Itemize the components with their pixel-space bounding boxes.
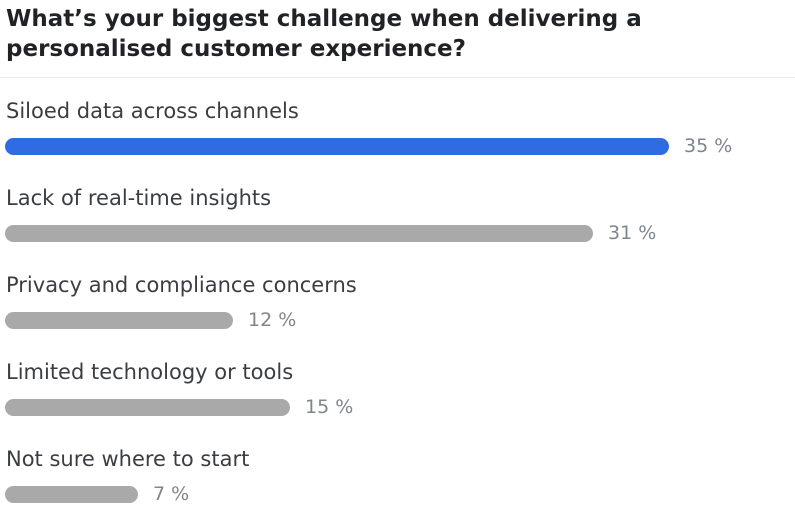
bar-privacy-compliance [5,312,233,329]
poll-option-limited-technology: Limited technology or tools 15 % [0,359,795,439]
bar-not-sure [5,486,138,503]
poll-option-not-sure: Not sure where to start 7 % [0,446,795,526]
poll-option-privacy-compliance: Privacy and compliance concerns 12 % [0,272,795,352]
option-label: Limited technology or tools [6,360,294,384]
poll-option-real-time-insights: Lack of real-time insights 31 % [0,185,795,265]
percentage-label: 35 % [684,135,733,157]
bar-siloed-data [5,138,669,155]
bar-track [5,138,669,155]
bar-track [5,399,669,416]
bar-track [5,486,669,503]
bar-track [5,312,669,329]
poll-option-siloed-data: Siloed data across channels 35 % [0,98,795,178]
percentage-label: 15 % [305,396,354,418]
option-label: Privacy and compliance concerns [6,273,357,297]
bar-limited-technology [5,399,290,416]
percentage-label: 12 % [248,309,297,331]
option-label: Lack of real-time insights [6,186,272,210]
percentage-label: 31 % [608,222,657,244]
option-label: Siloed data across channels [6,99,299,123]
bar-real-time-insights [5,225,593,242]
bar-track [5,225,669,242]
option-label: Not sure where to start [6,447,250,471]
divider [0,77,795,78]
percentage-label: 7 % [153,483,190,505]
poll-question: What’s your biggest challenge when deliv… [6,6,642,62]
